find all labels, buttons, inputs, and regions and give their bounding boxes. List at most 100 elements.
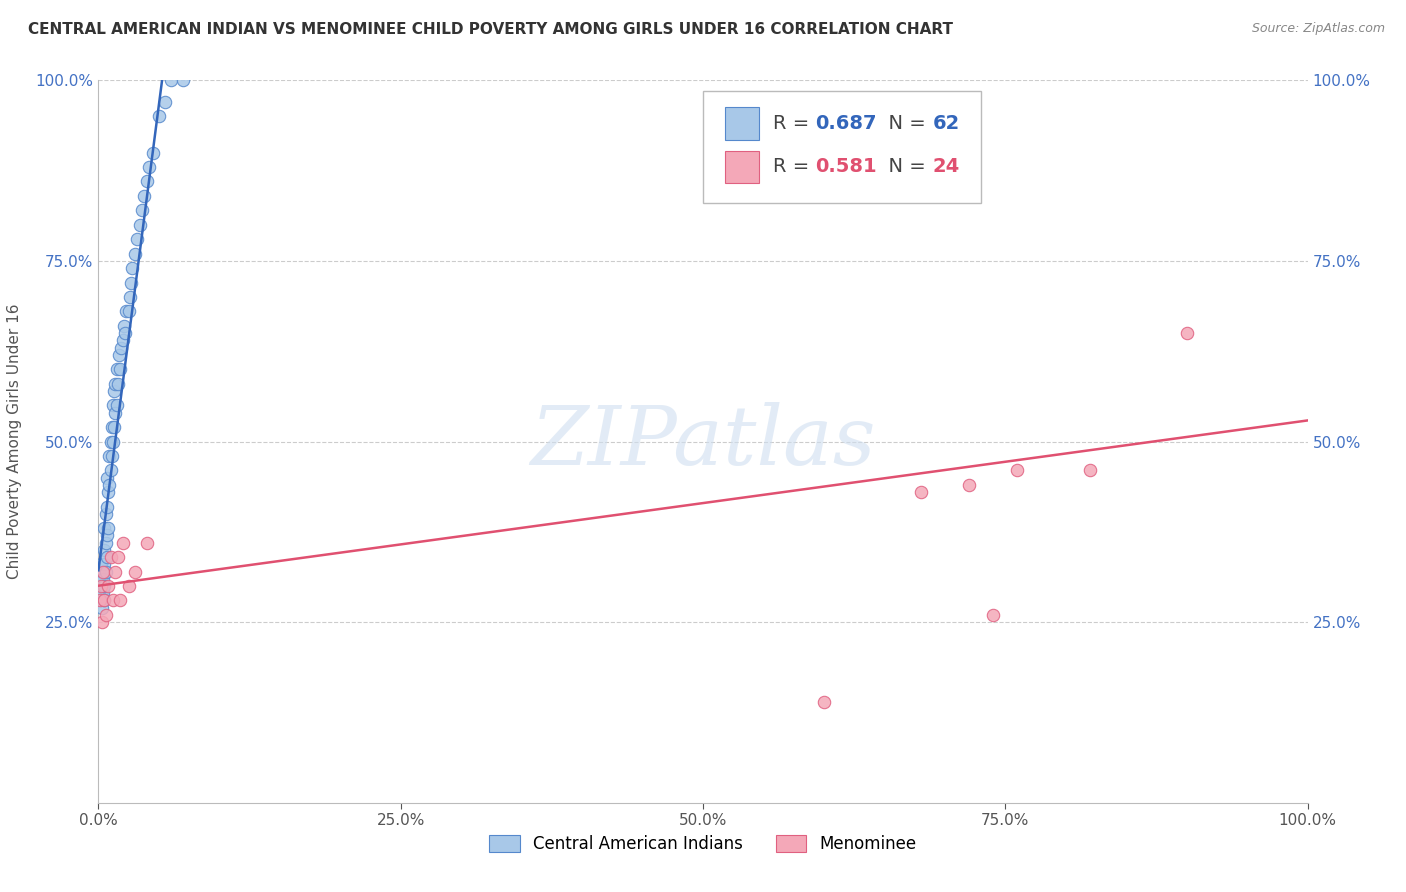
Point [93,593,115,607]
Point [94,507,117,521]
Point [127,232,149,246]
Point [120,276,142,290]
Point [112,318,135,333]
Point [91,565,114,579]
Text: 0.687: 0.687 [815,114,877,133]
Point [108,362,131,376]
Point [172,73,194,87]
Point [135,174,157,188]
Point [91,586,114,600]
Point [1175,326,1198,340]
Point [90,579,112,593]
Point [90,558,112,572]
Point [93,558,115,572]
Text: N =: N = [876,158,932,177]
Point [104,406,127,420]
Point [104,376,127,391]
Point [100,434,122,449]
Point [153,95,176,109]
Text: 24: 24 [932,158,960,177]
Point [93,542,115,557]
Point [91,600,114,615]
Point [91,615,114,630]
Point [107,376,129,391]
Point [96,500,118,514]
Point [89,579,111,593]
Point [94,565,117,579]
Point [138,160,160,174]
Text: R =: R = [773,114,815,133]
Point [121,261,143,276]
Text: R =: R = [773,158,815,177]
Text: 0.581: 0.581 [815,158,877,177]
FancyBboxPatch shape [724,107,759,140]
Point [142,145,165,160]
Point [103,384,125,398]
Point [97,485,120,500]
Text: Source: ZipAtlas.com: Source: ZipAtlas.com [1251,22,1385,36]
FancyBboxPatch shape [703,91,981,203]
Point [93,593,115,607]
Text: CENTRAL AMERICAN INDIAN VS MENOMINEE CHILD POVERTY AMONG GIRLS UNDER 16 CORRELAT: CENTRAL AMERICAN INDIAN VS MENOMINEE CHI… [28,22,953,37]
Point [813,695,835,709]
Point [148,110,170,124]
Point [91,572,114,586]
Point [91,586,114,600]
Point [91,572,114,586]
Point [108,593,131,607]
Point [91,579,114,593]
Text: 62: 62 [932,114,960,133]
Point [160,73,183,87]
Point [135,535,157,549]
Point [104,565,127,579]
Point [124,565,146,579]
Point [105,362,128,376]
Point [100,463,122,477]
Point [100,550,122,565]
Point [111,334,134,348]
Point [108,348,131,362]
Point [105,398,128,412]
Point [981,607,1004,622]
Point [131,203,153,218]
Point [96,528,118,542]
Point [124,246,146,260]
Point [103,420,125,434]
Point [114,326,136,340]
Point [100,449,122,463]
Point [128,218,150,232]
Point [91,565,114,579]
Text: N =: N = [876,114,932,133]
Point [96,470,118,484]
Point [100,420,122,434]
Point [118,290,141,304]
Point [910,485,932,500]
Point [98,478,121,492]
Point [110,341,132,355]
Point [90,593,112,607]
Point [93,521,115,535]
Point [101,398,124,412]
Point [98,449,121,463]
Text: ZIPatlas: ZIPatlas [530,401,876,482]
Legend: Central American Indians, Menominee: Central American Indians, Menominee [482,828,924,860]
Point [115,304,138,318]
Point [1007,463,1029,477]
Point [97,521,120,535]
Point [860,167,883,181]
Point [107,550,129,565]
Point [96,550,118,565]
Point [1078,463,1101,477]
Y-axis label: Child Poverty Among Girls Under 16: Child Poverty Among Girls Under 16 [7,304,21,579]
Point [89,593,111,607]
FancyBboxPatch shape [724,151,759,183]
Point [94,535,117,549]
Point [97,579,120,593]
Point [101,593,124,607]
Point [101,434,124,449]
Point [118,304,141,318]
Point [134,189,156,203]
Point [118,579,141,593]
Point [957,478,980,492]
Point [94,607,117,622]
